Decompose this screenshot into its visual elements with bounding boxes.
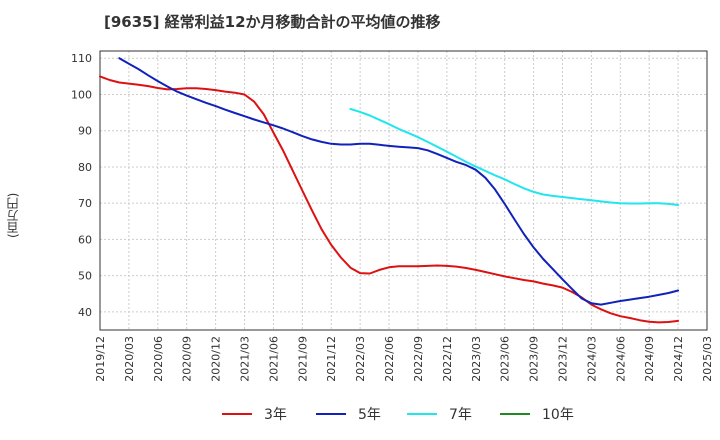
legend-label: 5年 [358,407,381,423]
x-tick-label: 2022/03 [354,336,367,382]
y-tick-label: 80 [78,161,92,174]
x-tick-label: 2024/09 [643,336,656,382]
x-tick-label: 2019/12 [94,336,107,382]
y-axis-ticks: 40 50 60 70 80 90 100 110 [71,52,92,319]
series-line-5年 [118,57,680,306]
x-tick-label: 2020/09 [181,336,194,382]
x-tick-label: 2024/12 [672,336,685,382]
legend-label: 3年 [264,407,287,423]
x-tick-label: 2024/06 [614,336,627,382]
plot-frame [99,50,708,331]
series-line-7年 [349,108,680,206]
x-tick-label: 2020/12 [210,336,223,382]
grid-lines [99,51,708,330]
x-tick-label: 2023/12 [556,336,569,382]
x-axis-ticks: 2019/12 2020/03 2020/06 2020/09 2020/12 2021/… [94,336,714,382]
y-tick-label: 50 [78,270,92,283]
x-tick-label: 2023/06 [499,336,512,382]
series-lines [99,57,680,324]
x-tick-label: 2025/03 [701,336,714,382]
y-tick-label: 100 [71,88,92,101]
x-tick-label: 2021/03 [239,336,252,382]
x-tick-label: 2023/03 [470,336,483,382]
y-tick-label: 90 [78,125,92,138]
x-tick-label: 2024/03 [585,336,598,382]
legend: 3年 5年 7年 10年 [222,407,574,423]
x-tick-label: 2022/12 [441,336,454,382]
y-tick-label: 40 [78,306,92,319]
legend-label: 7年 [449,407,472,423]
x-tick-label: 2022/06 [383,336,396,382]
y-tick-label: 60 [78,233,92,246]
x-tick-label: 2021/09 [296,336,309,382]
chart-title: [9635] 経常利益12か月移動合計の平均値の推移 [104,13,441,31]
x-tick-label: 2020/06 [152,336,165,382]
x-tick-label: 2022/09 [412,336,425,382]
y-tick-label: 110 [71,52,92,65]
x-tick-label: 2021/06 [267,336,280,382]
y-tick-label: 70 [78,197,92,210]
x-tick-label: 2023/09 [528,336,541,382]
legend-label: 10年 [542,407,574,423]
x-tick-label: 2021/12 [325,336,338,382]
x-tick-label: 2020/03 [123,336,136,382]
